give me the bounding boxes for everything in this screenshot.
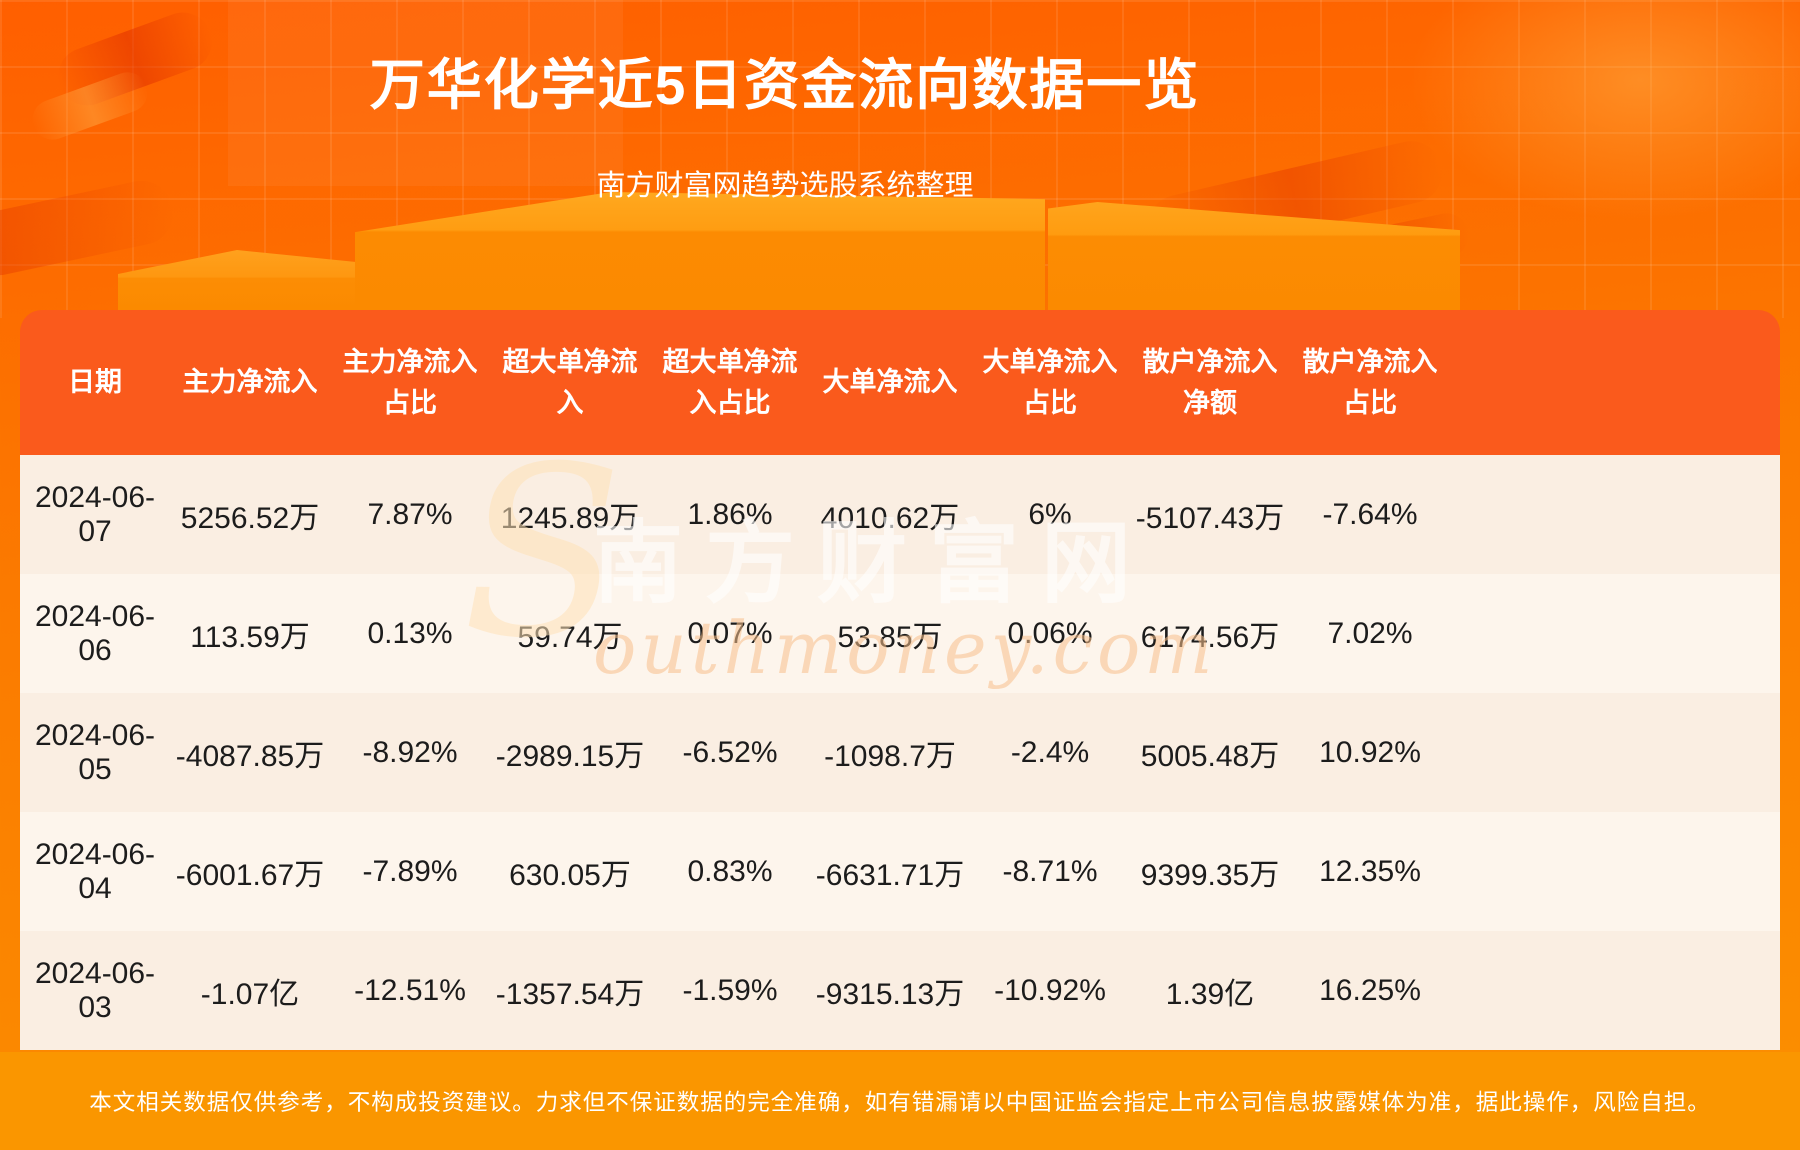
column-header-line1: 超大单净流 bbox=[662, 347, 798, 377]
footer-bar: 本文相关数据仅供参考，不构成投资建议。力求但不保证数据的完全准确，如有错漏请以中… bbox=[0, 1052, 1800, 1150]
column-header-line1: 日期 bbox=[68, 367, 122, 398]
table-row: 2024-06-05 -4087.85万 -8.92% -2989.15万 -6.52%… bbox=[20, 693, 1780, 812]
value-cell: 7.02% bbox=[1290, 574, 1450, 693]
date-cell: 2024-06-05 bbox=[20, 693, 170, 812]
value-cell: -7.89% bbox=[330, 812, 490, 931]
column-header: 大单净流入 bbox=[810, 310, 970, 455]
value-cell: -8.92% bbox=[330, 693, 490, 812]
column-header-line1: 主力净流入 bbox=[342, 347, 478, 377]
value-cell: -5107.43万 bbox=[1130, 455, 1290, 574]
value-cell: -9315.13万 bbox=[810, 931, 970, 1050]
capital-flow-table-wrapper: 日期 主力净流入 主力净流入 占比 超大单净流入超大单净流 入占比 大单净流入 大单净流入 占比… bbox=[20, 310, 1780, 1050]
value-cell: 59.74万 bbox=[490, 574, 650, 693]
value-cell: 6% bbox=[970, 455, 1130, 574]
value-cell: 4010.62万 bbox=[810, 455, 970, 574]
table-header: 日期 主力净流入 主力净流入 占比 超大单净流入超大单净流 入占比 大单净流入 大单净流入 占比… bbox=[20, 310, 1780, 455]
column-header-line2: 占比 bbox=[1343, 387, 1397, 418]
column-header-line2: 入 bbox=[556, 387, 584, 418]
column-header-line1: 大单净流入 bbox=[822, 367, 958, 398]
column-header: 日期 bbox=[20, 310, 170, 455]
column-header-line2: 占比 bbox=[383, 387, 437, 418]
value-cell: 1.86% bbox=[650, 455, 810, 574]
capital-flow-table: 日期 主力净流入 主力净流入 占比 超大单净流入超大单净流 入占比 大单净流入 大单净流入 占比… bbox=[20, 310, 1780, 1050]
decor-panel bbox=[228, 0, 623, 186]
header-row: 日期 主力净流入 主力净流入 占比 超大单净流入超大单净流 入占比 大单净流入 大单净流入 占比… bbox=[20, 310, 1780, 455]
table-row: 2024-06-06 113.59万 0.13% 59.74万 0.07% 53.85万 0… bbox=[20, 574, 1780, 693]
column-header-line1: 超大单净流 bbox=[502, 347, 638, 377]
column-header: 大单净流入 占比 bbox=[970, 310, 1130, 455]
page-title: 万华化学近5日资金流向数据一览 bbox=[369, 54, 1201, 116]
column-header-line2: 占比 bbox=[1023, 387, 1077, 418]
value-cell: -2.4% bbox=[970, 693, 1130, 812]
value-cell: -1357.54万 bbox=[490, 931, 650, 1050]
disclaimer-text: 本文相关数据仅供参考，不构成投资建议。力求但不保证数据的完全准确，如有错漏请以中… bbox=[89, 1090, 1711, 1115]
column-header-line2: 净额 bbox=[1183, 387, 1237, 418]
date-cell: 2024-06-04 bbox=[20, 812, 170, 931]
value-cell: 0.07% bbox=[650, 574, 810, 693]
value-cell: 10.92% bbox=[1290, 693, 1450, 812]
row-filler bbox=[1450, 574, 1780, 693]
value-cell: -2989.15万 bbox=[490, 693, 650, 812]
column-header: 超大单净流 入占比 bbox=[650, 310, 810, 455]
table-row: 2024-06-04 -6001.67万 -7.89% 630.05万 0.83% -66… bbox=[20, 812, 1780, 931]
value-cell: -7.64% bbox=[1290, 455, 1450, 574]
value-cell: 1.39亿 bbox=[1130, 931, 1290, 1050]
column-header: 散户净流入 占比 bbox=[1290, 310, 1450, 455]
value-cell: -1.59% bbox=[650, 931, 810, 1050]
value-cell: 113.59万 bbox=[170, 574, 330, 693]
column-header-line1: 大单净流入 bbox=[982, 347, 1118, 377]
table-row: 2024-06-07 5256.52万 7.87% 1245.89万 1.86% 4010… bbox=[20, 455, 1780, 574]
column-header-line2: 入占比 bbox=[689, 387, 771, 418]
value-cell: -8.71% bbox=[970, 812, 1130, 931]
value-cell: 53.85万 bbox=[810, 574, 970, 693]
decor-glow-top-right bbox=[1410, 0, 1800, 220]
value-cell: 630.05万 bbox=[490, 812, 650, 931]
column-header: 主力净流入 bbox=[170, 310, 330, 455]
value-cell: 9399.35万 bbox=[1130, 812, 1290, 931]
table-body: 2024-06-07 5256.52万 7.87% 1245.89万 1.86% 4010… bbox=[20, 455, 1780, 1050]
value-cell: 0.83% bbox=[650, 812, 810, 931]
value-cell: -6.52% bbox=[650, 693, 810, 812]
value-cell: -12.51% bbox=[330, 931, 490, 1050]
value-cell: 5005.48万 bbox=[1130, 693, 1290, 812]
value-cell: -6631.71万 bbox=[810, 812, 970, 931]
value-cell: 7.87% bbox=[330, 455, 490, 574]
value-cell: -1.07亿 bbox=[170, 931, 330, 1050]
header-filler bbox=[1450, 310, 1780, 455]
row-filler bbox=[1450, 812, 1780, 931]
value-cell: -1098.7万 bbox=[810, 693, 970, 812]
value-cell: -10.92% bbox=[970, 931, 1130, 1050]
hero-banner: 万华化学近5日资金流向数据一览 南方财富网趋势选股系统整理 bbox=[0, 0, 1800, 318]
page-subtitle: 南方财富网趋势选股系统整理 bbox=[596, 170, 974, 202]
value-cell: 1245.89万 bbox=[490, 455, 650, 574]
date-cell: 2024-06-06 bbox=[20, 574, 170, 693]
value-cell: 16.25% bbox=[1290, 931, 1450, 1050]
table-row: 2024-06-03 -1.07亿 -12.51% -1357.54万 -1.59% -9… bbox=[20, 931, 1780, 1050]
value-cell: 5256.52万 bbox=[170, 455, 330, 574]
value-cell: -4087.85万 bbox=[170, 693, 330, 812]
row-filler bbox=[1450, 931, 1780, 1050]
column-header: 超大单净流入 bbox=[490, 310, 650, 455]
value-cell: 6174.56万 bbox=[1130, 574, 1290, 693]
value-cell: 0.13% bbox=[330, 574, 490, 693]
column-header: 散户净流入 净额 bbox=[1130, 310, 1290, 455]
value-cell: -6001.67万 bbox=[170, 812, 330, 931]
column-header-line1: 散户净流入 bbox=[1302, 347, 1438, 377]
row-filler bbox=[1450, 455, 1780, 574]
row-filler bbox=[1450, 693, 1780, 812]
value-cell: 12.35% bbox=[1290, 812, 1450, 931]
column-header: 主力净流入 占比 bbox=[330, 310, 490, 455]
date-cell: 2024-06-07 bbox=[20, 455, 170, 574]
column-header-line1: 主力净流入 bbox=[182, 367, 318, 398]
value-cell: 0.06% bbox=[970, 574, 1130, 693]
column-header-line1: 散户净流入 bbox=[1142, 347, 1278, 377]
date-cell: 2024-06-03 bbox=[20, 931, 170, 1050]
